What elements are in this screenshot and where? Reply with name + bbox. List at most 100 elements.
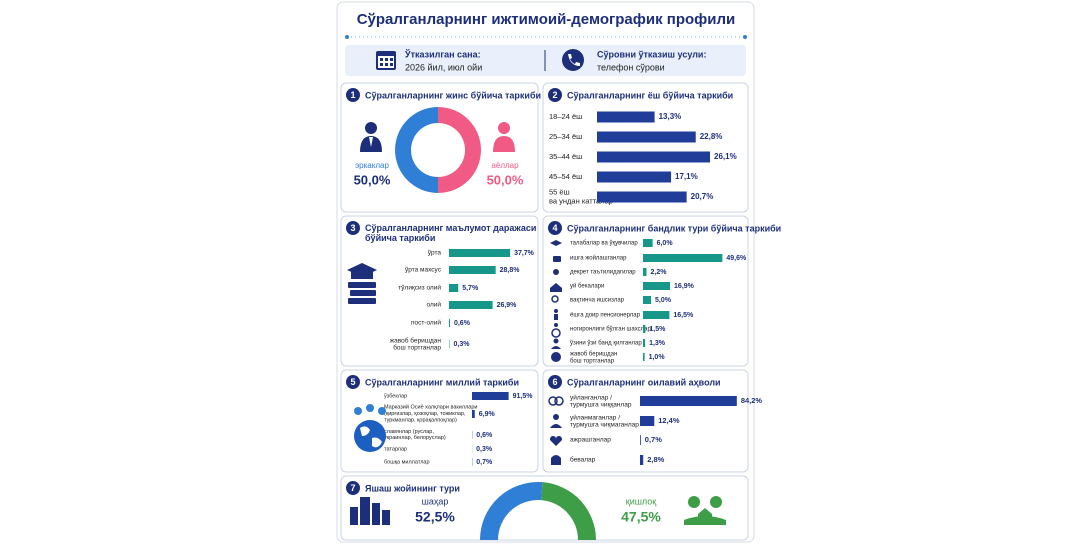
- pie-slice: [395, 107, 438, 193]
- value-label: 26,1%: [714, 152, 737, 161]
- category-label: жавоб беришдан бош тортганлар: [570, 351, 617, 364]
- category-label: пост-олий: [411, 319, 441, 327]
- value-label: 6,9%: [479, 411, 496, 418]
- panel-title: Сўралганларнинг ёш бўйича таркиби: [567, 90, 733, 100]
- bar: [597, 111, 655, 123]
- icons: [347, 122, 726, 526]
- value-label: 13,3%: [659, 112, 682, 121]
- category-label: 25–34 ёш: [549, 132, 582, 141]
- category-label: татарлар: [384, 446, 407, 452]
- category-label: вақтинча ишсизлар: [570, 298, 625, 304]
- panel-badge: [346, 88, 360, 102]
- category-label: ўрта махсус: [405, 266, 442, 274]
- pie-slice: [438, 107, 481, 193]
- divider-dot: [345, 35, 349, 39]
- bar: [597, 131, 696, 143]
- panel-number: 7: [350, 483, 355, 493]
- category-label: талабалар ва ўқувчилар: [570, 240, 638, 247]
- panel-badge: [548, 88, 562, 102]
- bar: [643, 268, 647, 276]
- value-label: 16,5%: [673, 312, 694, 319]
- panel-number: 1: [350, 90, 355, 100]
- panel: [542, 82, 749, 213]
- value-label: 47,5%: [621, 509, 661, 525]
- panel-title: Сўралганларнинг бандлик тури бўйича тарк…: [567, 223, 781, 233]
- value-label: 0,7%: [645, 435, 662, 444]
- bar: [449, 284, 459, 292]
- value-label: 26,9%: [497, 302, 518, 309]
- value-label: 1,5%: [649, 326, 666, 333]
- value-label: 0,6%: [476, 432, 493, 439]
- category-label: тўлиқсиз олий: [398, 284, 441, 292]
- category-label: Марказий Осиё халқлари вакиллари (қирғизл…: [384, 404, 477, 424]
- panel-number: 5: [350, 377, 355, 387]
- category-label: 35–44 ёш: [549, 152, 582, 161]
- category-label: шаҳар: [422, 496, 449, 506]
- date-label: Ўтказилган сана:: [404, 48, 481, 59]
- value-label: 0,6%: [454, 320, 471, 327]
- category-label: ўзини ўзи банд қилганлар: [570, 340, 642, 347]
- value-label: 6,0%: [657, 240, 674, 247]
- bar: [643, 282, 671, 290]
- category-label: эркаклар: [355, 161, 389, 170]
- method-label: Сўровни ўтказиш усули:: [597, 49, 706, 59]
- panel-title: Сўралганларнинг маълумот даражаси бўйича …: [365, 223, 536, 243]
- panel-number: 3: [350, 223, 355, 233]
- value-label: 50,0%: [487, 172, 524, 187]
- bar: [643, 353, 645, 361]
- category-label: уйланганлар / турмушга чиққанлар: [570, 393, 632, 408]
- calendar-icon: [376, 51, 396, 70]
- bar: [643, 325, 646, 333]
- value-label: 28,8%: [500, 267, 521, 274]
- bar: [449, 319, 450, 327]
- panel-title: Яшаш жойининг тури: [365, 483, 460, 493]
- bar: [449, 249, 511, 257]
- divider-dot: [743, 35, 747, 39]
- gauge-segment: [480, 482, 543, 540]
- panel-title: Сўралганларнинг оилавий аҳволи: [567, 377, 721, 387]
- category-label: славянлар (руслар, украинлар, белоруслар): [384, 429, 446, 441]
- value-label: 84,2%: [741, 396, 763, 405]
- value-label: 16,9%: [674, 283, 695, 290]
- category-label: олий: [426, 301, 441, 309]
- category-label: ўзбеклар: [384, 392, 407, 399]
- value-label: 37,7%: [514, 250, 535, 257]
- date: 2026 йил, июл ойи: [405, 62, 482, 72]
- category-label: декрет таътилидагилар: [570, 270, 636, 276]
- value-label: 0,7%: [476, 459, 493, 466]
- value-label: 52,5%: [415, 509, 455, 525]
- category-label: ишга жойлашганлар: [570, 255, 627, 262]
- value-label: 20,7%: [691, 192, 714, 201]
- category-label: қишлоқ: [626, 496, 657, 506]
- panel-badge: [346, 375, 360, 389]
- bar: [640, 396, 737, 406]
- panel: [340, 82, 539, 213]
- value-label: 5,0%: [655, 297, 672, 304]
- bar: [643, 339, 646, 347]
- panel: [542, 215, 749, 367]
- value-label: 5,7%: [462, 285, 479, 292]
- category-label: 55 ёш ва ундан катталар: [549, 188, 613, 206]
- value-label: 12,4%: [658, 416, 680, 425]
- bar: [640, 435, 641, 445]
- bar: [640, 416, 655, 426]
- value-label: 2,2%: [651, 269, 668, 276]
- bar: [597, 151, 711, 163]
- category-label: 45–54 ёш: [549, 172, 582, 181]
- phone-icon: [562, 49, 584, 71]
- bar: [449, 301, 493, 309]
- value-label: 0,3%: [476, 446, 493, 453]
- bar: [643, 311, 670, 319]
- panel-badge: [548, 221, 562, 235]
- bar: [449, 266, 496, 274]
- value-label: 22,8%: [700, 132, 723, 141]
- bar: [472, 392, 509, 400]
- panel-number: 4: [552, 223, 557, 233]
- bar: [597, 191, 687, 203]
- panel-badge: [346, 221, 360, 235]
- category-label: бошқа миллатлар: [384, 459, 430, 465]
- category-label: уй бекалари: [570, 283, 604, 290]
- category-label: ногиронлиги бўлган шахслар: [570, 326, 651, 333]
- panel-number: 6: [552, 377, 557, 387]
- value-label: 50,0%: [354, 172, 391, 187]
